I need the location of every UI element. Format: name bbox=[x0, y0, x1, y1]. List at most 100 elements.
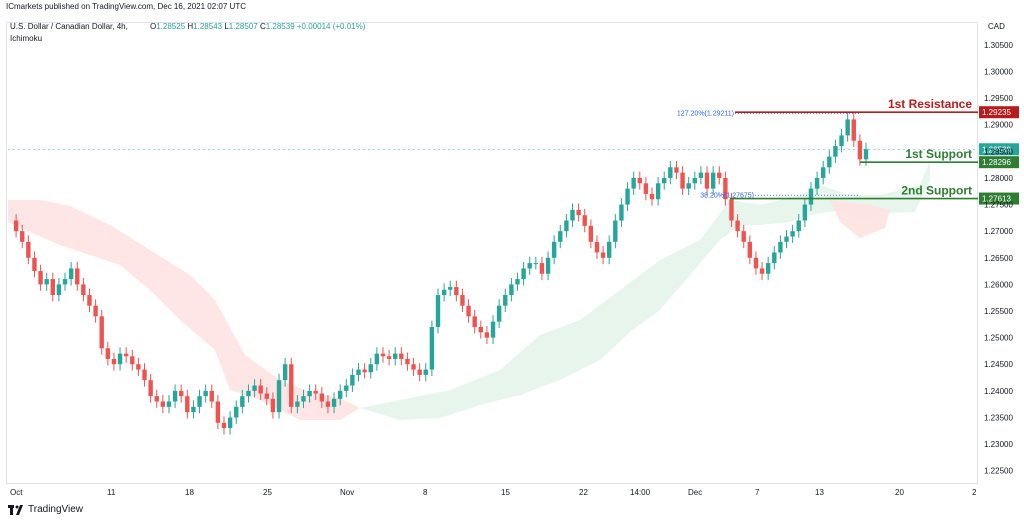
candle-body bbox=[723, 177, 728, 200]
x-tick-label: 14:00 bbox=[630, 488, 651, 497]
candle-body bbox=[417, 369, 422, 375]
x-tick-label: 13 bbox=[815, 488, 824, 497]
candle-body bbox=[827, 156, 832, 168]
candle-body bbox=[564, 220, 569, 232]
candle-body bbox=[380, 353, 386, 357]
candle-body bbox=[282, 364, 288, 381]
candle-body bbox=[99, 316, 104, 349]
candle-body bbox=[551, 241, 557, 258]
candle-body bbox=[179, 390, 184, 397]
candle-body bbox=[221, 422, 227, 429]
candle-body bbox=[240, 396, 245, 407]
candle-body bbox=[668, 167, 673, 178]
x-tick-label: Nov bbox=[340, 488, 354, 497]
symbol-title[interactable]: U.S. Dollar / Canadian Dollar, 4h, bbox=[10, 22, 128, 31]
y-tick-label: 1.27500 bbox=[984, 201, 1013, 210]
candle-body bbox=[75, 268, 80, 285]
level-price-tag bbox=[979, 156, 1019, 169]
y-tick-label: 1.26500 bbox=[984, 254, 1013, 263]
candle-body bbox=[87, 295, 92, 306]
candle-body bbox=[643, 183, 649, 194]
candle-body bbox=[558, 231, 563, 242]
indicator-label[interactable]: Ichimoku bbox=[10, 34, 43, 43]
candle-body bbox=[50, 279, 55, 296]
x-tick-label: 8 bbox=[423, 488, 428, 497]
candle-body bbox=[130, 356, 135, 365]
tradingview-brand[interactable]: TradingView bbox=[8, 504, 83, 515]
candle-body bbox=[698, 172, 704, 178]
candle-body bbox=[191, 406, 196, 413]
candle-body bbox=[747, 241, 753, 258]
candle-body bbox=[441, 289, 447, 296]
candle-body bbox=[729, 199, 734, 221]
candle-body bbox=[710, 172, 716, 189]
candle-body bbox=[662, 177, 667, 184]
close-value: 1.28539 bbox=[265, 22, 295, 31]
level-price-tag-label: 1.28296 bbox=[982, 158, 1011, 167]
y-tick-label: 1.30500 bbox=[984, 41, 1013, 50]
candle-body bbox=[845, 119, 850, 136]
candle-body bbox=[808, 188, 814, 205]
x-tick-label: 18 bbox=[185, 488, 194, 497]
candle-body bbox=[607, 241, 612, 258]
candle-body bbox=[619, 204, 624, 221]
x-tick-label: 11 bbox=[107, 488, 116, 497]
low-value: 1.28507 bbox=[228, 22, 258, 31]
candle-body bbox=[276, 380, 282, 413]
candle-body bbox=[252, 385, 257, 391]
candle-body bbox=[117, 353, 123, 365]
plot-frame bbox=[6, 22, 978, 484]
level-label: 2nd Support bbox=[901, 184, 972, 198]
y-tick-label: 1.23000 bbox=[984, 440, 1013, 449]
candle-body bbox=[680, 172, 685, 189]
candle-body bbox=[185, 396, 190, 413]
candle-body bbox=[814, 177, 820, 189]
candle-body bbox=[496, 305, 502, 322]
candle-body bbox=[478, 326, 483, 333]
candle-body bbox=[649, 193, 655, 200]
candle-body bbox=[105, 348, 111, 359]
candle-body bbox=[148, 380, 153, 397]
y-tick-label: 1.29000 bbox=[984, 121, 1013, 130]
candle-body bbox=[625, 188, 630, 205]
kumo-bullish-cloud bbox=[360, 160, 930, 420]
x-tick-label: 20 bbox=[895, 488, 904, 497]
candle-body bbox=[13, 220, 19, 232]
candle-body bbox=[435, 295, 441, 327]
y-tick-label: 1.30000 bbox=[984, 68, 1013, 77]
candle-body bbox=[289, 364, 294, 407]
candle-body bbox=[857, 140, 863, 160]
close-label: C bbox=[259, 22, 266, 31]
y-tick-label: 1.29500 bbox=[984, 94, 1013, 103]
candle-body bbox=[337, 390, 343, 399]
candle-body bbox=[111, 358, 117, 365]
candle-body bbox=[613, 220, 618, 242]
candle-body bbox=[692, 177, 697, 184]
candle-body bbox=[790, 231, 795, 237]
candle-body bbox=[411, 364, 416, 370]
fib-label: 38.20%(1.27675) bbox=[700, 192, 754, 199]
candle-body bbox=[833, 146, 838, 157]
y-tick-label: 1.24000 bbox=[984, 387, 1013, 396]
candle-body bbox=[454, 287, 459, 296]
candle-body bbox=[637, 177, 642, 184]
candle-body bbox=[123, 353, 129, 357]
candle-body bbox=[44, 279, 49, 285]
candle-body bbox=[166, 401, 172, 407]
high-label: H bbox=[187, 22, 194, 31]
y-tick-label: 1.28000 bbox=[984, 174, 1013, 183]
candle-body bbox=[301, 396, 306, 402]
candle-body bbox=[539, 263, 545, 274]
candle-body bbox=[56, 284, 62, 296]
candle-body bbox=[503, 295, 508, 306]
candle-body bbox=[704, 172, 710, 189]
change-value: +0.00014 (+0.01%) bbox=[296, 22, 366, 31]
candle-body bbox=[545, 257, 551, 274]
candle-body bbox=[570, 209, 575, 221]
level-price-tag bbox=[979, 106, 1019, 119]
candle-body bbox=[344, 385, 349, 391]
footer-brand-label: TradingView bbox=[28, 504, 84, 515]
candle-body bbox=[600, 252, 606, 258]
level-price-tag bbox=[979, 192, 1019, 205]
